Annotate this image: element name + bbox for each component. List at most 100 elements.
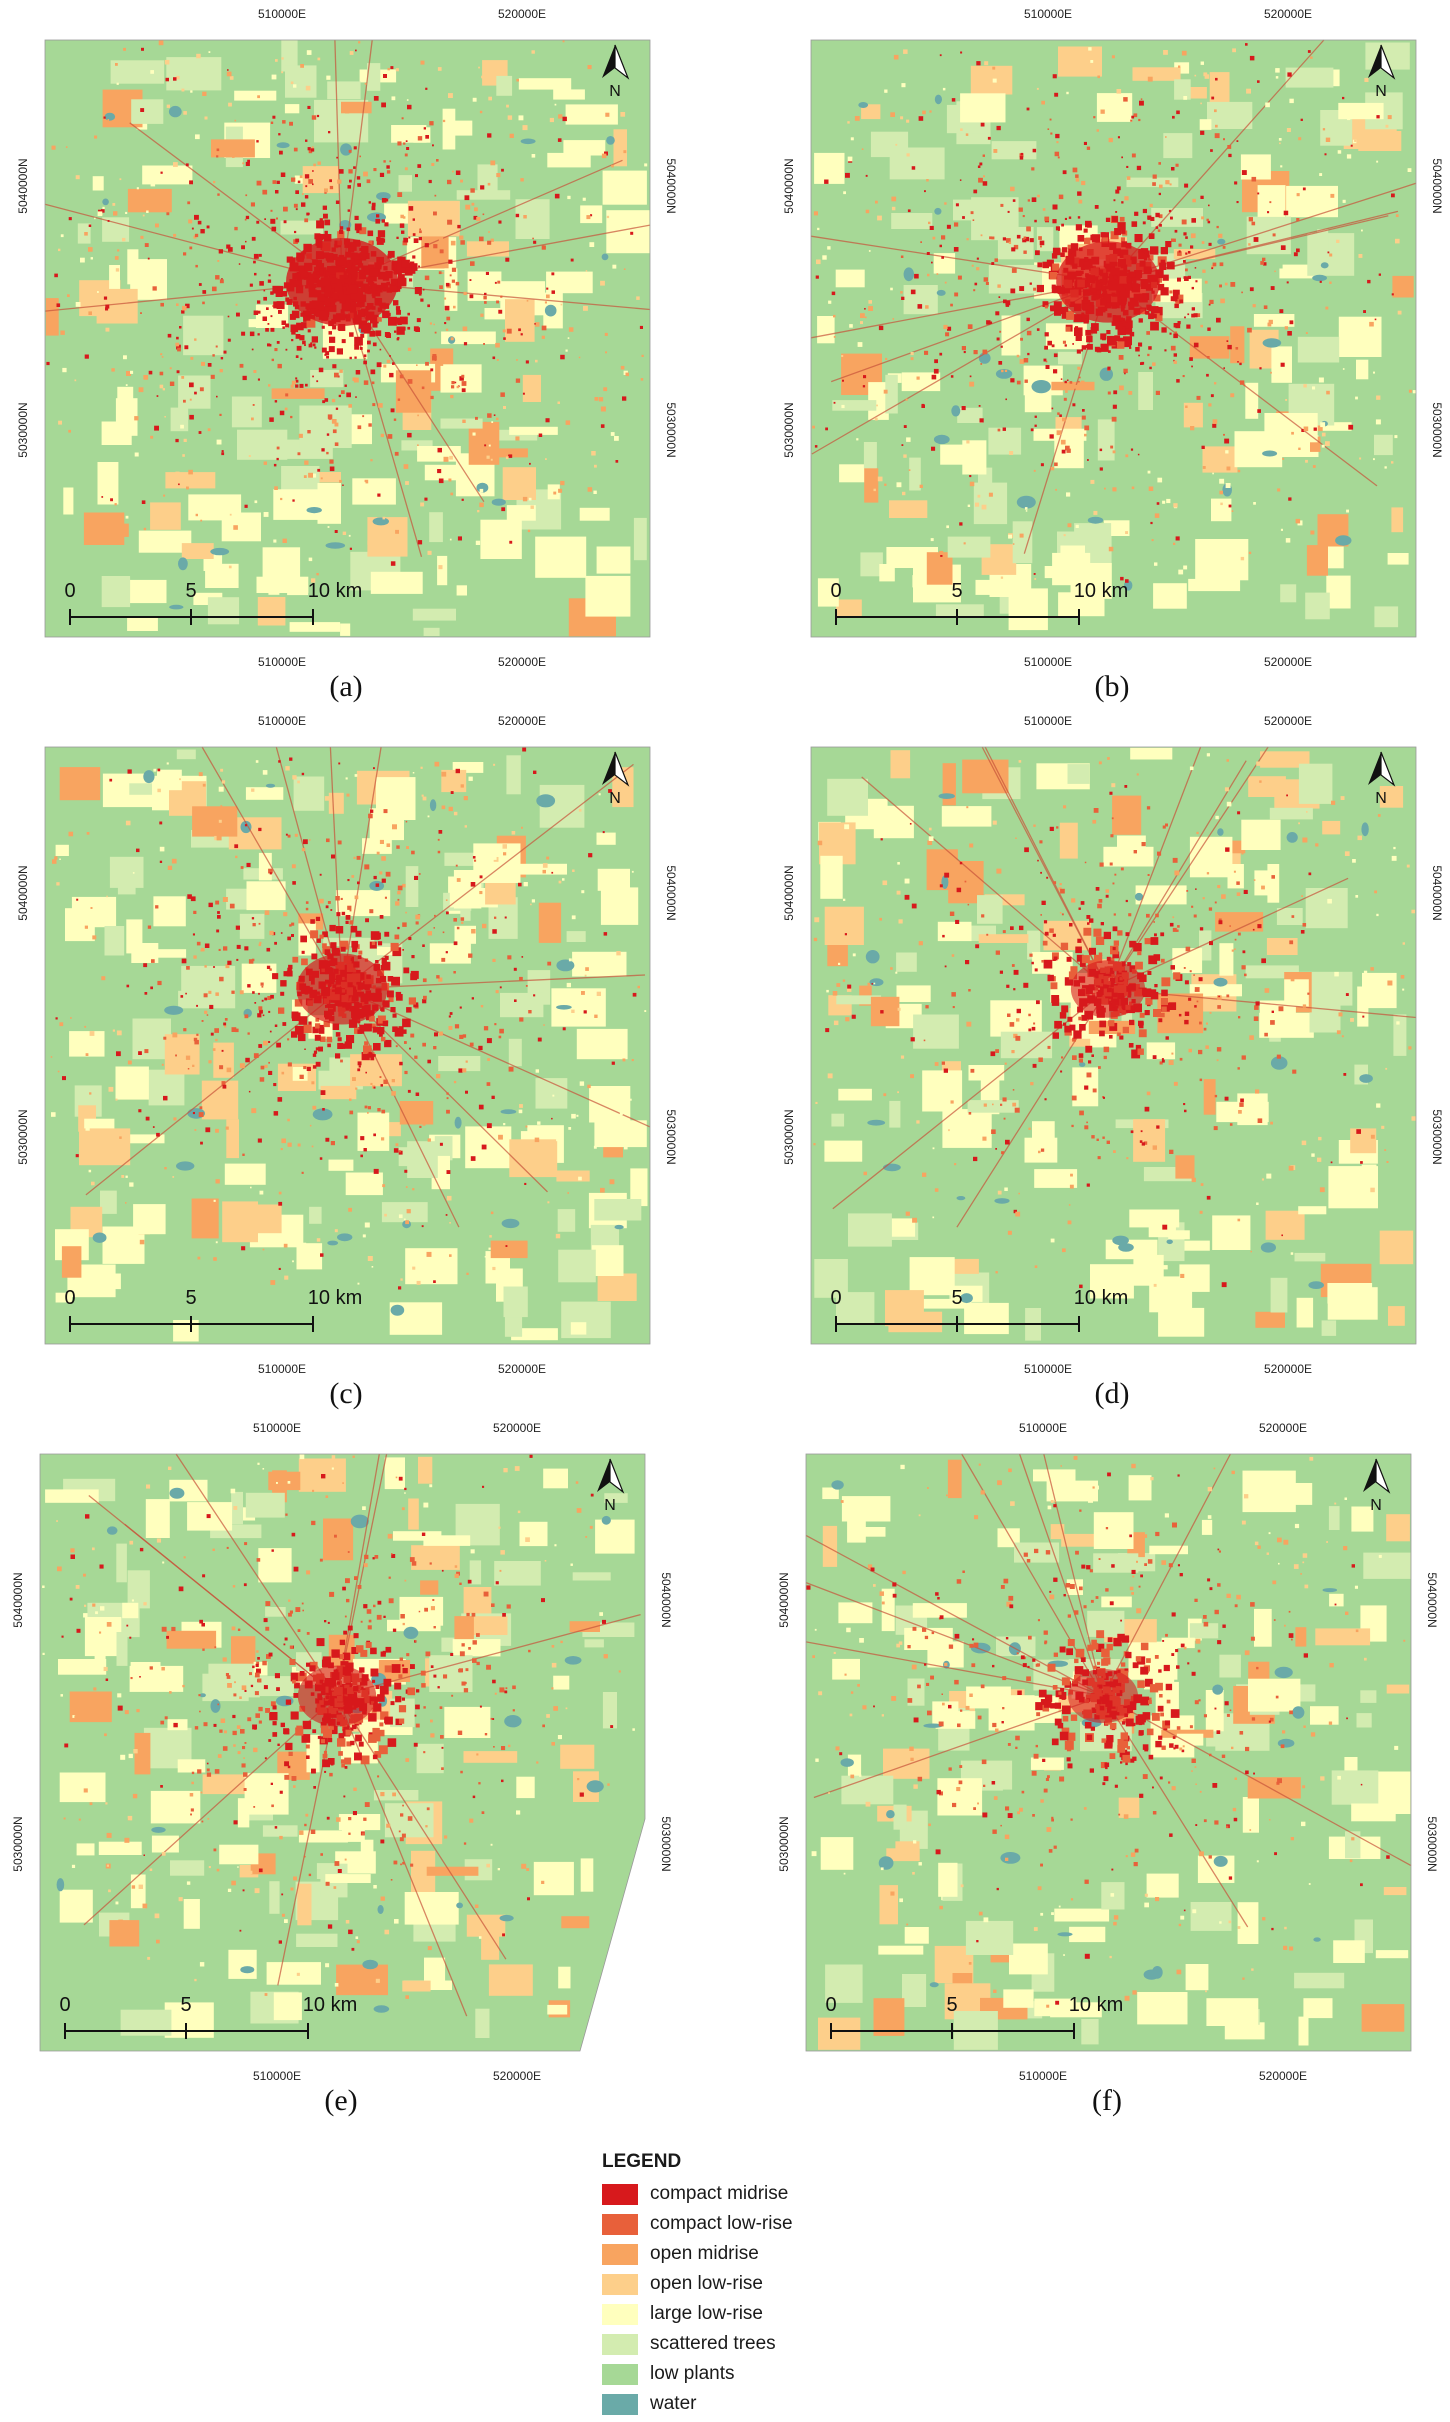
urban-speck: [270, 994, 274, 999]
urban-speck: [398, 1150, 401, 1153]
urban-speck: [301, 322, 308, 329]
urban-speck: [523, 215, 527, 219]
urban-speck: [1214, 382, 1217, 385]
urban-speck: [1033, 573, 1036, 575]
landcover-patch: [285, 65, 317, 98]
urban-speck: [1099, 467, 1103, 471]
landcover-patch: [1297, 336, 1340, 363]
urban-speck: [847, 121, 850, 124]
urban-speck: [518, 1109, 523, 1114]
urban-speck: [400, 214, 404, 219]
urban-speck: [976, 61, 981, 66]
urban-speck: [453, 811, 458, 816]
urban-speck: [1169, 290, 1173, 294]
urban-speck: [1296, 218, 1300, 222]
urban-speck: [1066, 492, 1071, 497]
urban-speck: [80, 257, 85, 263]
urban-speck: [1302, 1004, 1307, 1008]
urban-speck: [581, 890, 585, 894]
landcover-patch: [947, 536, 991, 558]
urban-speck: [1131, 486, 1135, 490]
urban-speck: [1125, 454, 1129, 458]
urban-speck: [483, 296, 487, 300]
urban-speck: [384, 222, 389, 227]
urban-speck: [304, 218, 309, 223]
urban-speck: [1241, 852, 1244, 855]
urban-speck: [594, 464, 597, 468]
urban-speck: [901, 444, 904, 446]
urban-speck: [1301, 429, 1305, 432]
urban-speck: [364, 864, 370, 870]
urban-speck: [295, 384, 299, 388]
urban-speck: [411, 955, 415, 959]
landcover-patch: [92, 176, 104, 191]
urban-speck: [368, 1015, 375, 1022]
urban-speck: [216, 155, 219, 158]
urban-speck: [289, 757, 293, 761]
urban-speck: [1257, 924, 1262, 929]
urban-speck: [155, 905, 159, 909]
urban-speck: [1069, 923, 1073, 927]
urban-speck: [319, 218, 323, 222]
urban-speck: [1073, 314, 1082, 323]
urban-speck: [408, 937, 412, 941]
urban-speck: [1249, 55, 1255, 61]
urban-speck: [407, 432, 412, 438]
urban-speck: [244, 946, 249, 951]
landcover-patch: [503, 1286, 528, 1318]
urban-speck: [391, 96, 396, 101]
urban-speck: [1320, 422, 1326, 428]
urban-speck: [927, 273, 930, 277]
urban-speck: [1348, 424, 1354, 430]
urban-speck: [1204, 280, 1208, 284]
urban-speck: [339, 169, 344, 174]
urban-speck: [525, 360, 529, 364]
urban-speck: [911, 166, 916, 170]
urban-speck: [1067, 523, 1072, 528]
urban-speck: [1111, 216, 1118, 223]
urban-speck: [1165, 241, 1172, 248]
urban-speck: [412, 1266, 416, 1270]
urban-speck: [1142, 221, 1146, 225]
urban-speck: [1034, 415, 1037, 418]
urban-speck: [965, 133, 969, 136]
urban-speck: [1228, 504, 1232, 508]
north-label: N: [609, 83, 621, 100]
urban-speck: [524, 1182, 527, 1185]
urban-speck: [1027, 352, 1030, 356]
urban-speck: [337, 1042, 344, 1049]
urban-speck: [398, 390, 404, 395]
map-c-frame: [44, 746, 651, 1345]
urban-speck: [114, 256, 119, 260]
landcover-patch: [863, 442, 877, 469]
urban-speck: [1082, 409, 1085, 412]
water-body: [1361, 822, 1369, 837]
north-arrow-icon: N: [602, 751, 630, 807]
urban-speck: [298, 1231, 302, 1235]
urban-speck: [535, 377, 538, 379]
urban-speck: [1301, 432, 1304, 435]
urban-speck: [358, 950, 363, 955]
urban-speck: [296, 345, 302, 351]
urban-speck: [376, 851, 380, 855]
urban-speck: [1118, 323, 1123, 328]
urban-speck: [188, 469, 193, 475]
urban-speck: [825, 427, 828, 431]
urban-speck: [396, 236, 399, 239]
urban-speck: [944, 202, 947, 205]
urban-speck: [863, 375, 867, 379]
urban-speck: [418, 293, 422, 296]
urban-speck: [1062, 340, 1066, 344]
urban-speck: [1008, 534, 1012, 539]
urban-speck: [462, 326, 468, 332]
urban-speck: [450, 791, 454, 794]
landcover-patch: [557, 1209, 576, 1232]
urban-speck: [513, 967, 517, 971]
urban-speck: [1116, 89, 1122, 94]
urban-speck: [229, 513, 232, 516]
urban-speck: [880, 838, 883, 841]
urban-speck: [857, 342, 863, 347]
urban-speck: [508, 454, 510, 457]
urban-speck: [981, 914, 985, 918]
urban-speck: [447, 219, 453, 225]
